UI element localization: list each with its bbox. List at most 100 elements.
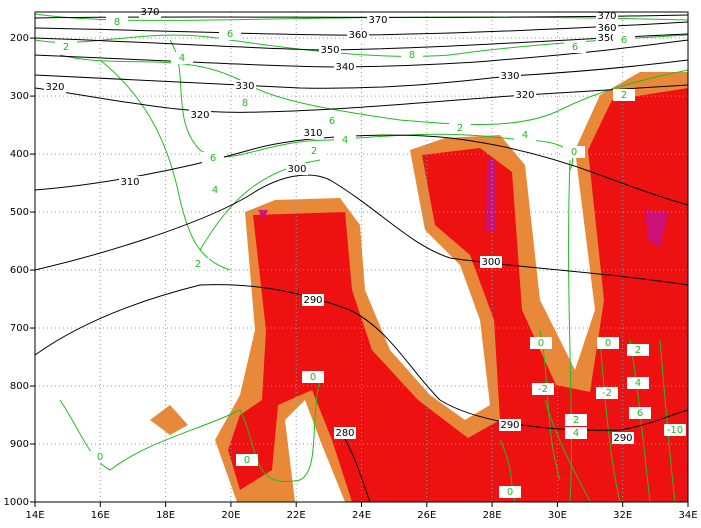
contour-label: 6 xyxy=(329,116,335,127)
label-box xyxy=(613,89,635,101)
contour-label: -10 xyxy=(667,425,683,436)
label-box xyxy=(334,134,356,146)
contour-label: 2 xyxy=(621,90,627,101)
contour-label: 310 xyxy=(120,177,139,188)
contour-label: 350 xyxy=(320,45,339,56)
axes: 14E 16E 18E 20E 22E 24E 26E 28E 30E 32E 34E2003004… xyxy=(4,33,698,521)
label-box xyxy=(302,127,324,139)
contour-label: 8 xyxy=(114,17,120,28)
label-box xyxy=(171,52,193,64)
contour-label: 6 xyxy=(621,35,627,46)
label-box xyxy=(219,28,241,40)
shaded-fields xyxy=(150,72,688,502)
label-box xyxy=(302,294,324,306)
label-box xyxy=(612,432,634,444)
contour-label: 2 xyxy=(311,146,317,157)
contour-label: 0 xyxy=(538,338,544,349)
theta-contour xyxy=(34,174,689,286)
x-tick-label: 20E xyxy=(221,510,240,521)
contour-label: 6 xyxy=(210,153,216,164)
green-contour xyxy=(539,159,676,503)
x-tick-label: 34E xyxy=(678,510,697,521)
label-box xyxy=(613,34,635,46)
theta-contour xyxy=(34,134,689,206)
label-box xyxy=(187,258,209,270)
contour-label: 370 xyxy=(597,11,616,22)
x-tick-label: 14E xyxy=(25,510,44,521)
y-tick-label: 600 xyxy=(10,265,29,276)
contour-label: 360 xyxy=(597,23,616,34)
contour-label: 0 xyxy=(605,338,611,349)
contour-label: -2 xyxy=(538,384,548,395)
x-tick-label: 24E xyxy=(352,510,371,521)
contour-label: 0 xyxy=(244,455,250,466)
label-box xyxy=(596,22,618,34)
label-box xyxy=(629,407,651,419)
theta-contour xyxy=(34,84,689,113)
label-box xyxy=(514,129,536,141)
label-box xyxy=(597,337,619,349)
label-box xyxy=(596,32,618,44)
label-box xyxy=(236,454,258,466)
y-tick-label: 900 xyxy=(10,439,29,450)
contour-label: 4 xyxy=(212,185,218,196)
label-box xyxy=(286,163,308,175)
label-box xyxy=(302,371,324,383)
contour-label: 0 xyxy=(507,487,513,498)
label-box xyxy=(234,80,256,92)
contour-label: 330 xyxy=(500,71,519,82)
contour-label: 6 xyxy=(637,408,643,419)
label-box xyxy=(499,70,521,82)
label-box xyxy=(530,337,552,349)
y-tick-label: 500 xyxy=(10,207,29,218)
label-box xyxy=(321,115,343,127)
contour-label: 320 xyxy=(45,82,64,93)
fill-red xyxy=(228,88,688,502)
contour-label: 4 xyxy=(179,53,185,64)
theta-contour xyxy=(34,284,689,431)
green-contour xyxy=(499,399,591,503)
contour-label: 2 xyxy=(195,259,201,270)
contour-label: 2 xyxy=(457,123,463,134)
contour-label: 8 xyxy=(242,98,248,109)
label-box xyxy=(55,41,77,53)
y-tick-label: 200 xyxy=(10,33,29,44)
label-box xyxy=(401,49,423,61)
label-box xyxy=(449,122,471,134)
contour-label: 4 xyxy=(635,378,641,389)
label-box xyxy=(596,10,618,22)
label-box xyxy=(106,16,128,28)
contour-label: 370 xyxy=(368,15,387,26)
label-box xyxy=(303,145,325,157)
contour-label: 310 xyxy=(303,128,322,139)
contour-label: -2 xyxy=(602,388,612,399)
label-box xyxy=(189,109,211,121)
x-tick-label: 18E xyxy=(156,510,175,521)
contour-label: 4 xyxy=(342,135,348,146)
label-box xyxy=(532,383,554,395)
x-tick-label: 30E xyxy=(548,510,567,521)
label-box xyxy=(367,14,389,26)
label-box xyxy=(596,387,618,399)
contour-label: 4 xyxy=(522,130,528,141)
label-box xyxy=(204,184,226,196)
contour-label: 290 xyxy=(613,433,632,444)
x-tick-label: 16E xyxy=(91,510,110,521)
y-tick-label: 400 xyxy=(10,149,29,160)
contour-label: 290 xyxy=(303,295,322,306)
y-tick-label: 300 xyxy=(10,91,29,102)
label-box xyxy=(319,44,341,56)
label-box xyxy=(514,89,536,101)
contour-label: 2 xyxy=(635,345,641,356)
contour-label: 4 xyxy=(573,428,579,439)
contour-label: 340 xyxy=(335,62,354,73)
contour-label: 0 xyxy=(310,372,316,383)
contour-label: 320 xyxy=(190,110,209,121)
contour-label: 360 xyxy=(348,30,367,41)
contour-label: 330 xyxy=(235,81,254,92)
green-contour xyxy=(34,13,689,21)
label-box xyxy=(627,344,649,356)
contour-label: 350 xyxy=(597,33,616,44)
